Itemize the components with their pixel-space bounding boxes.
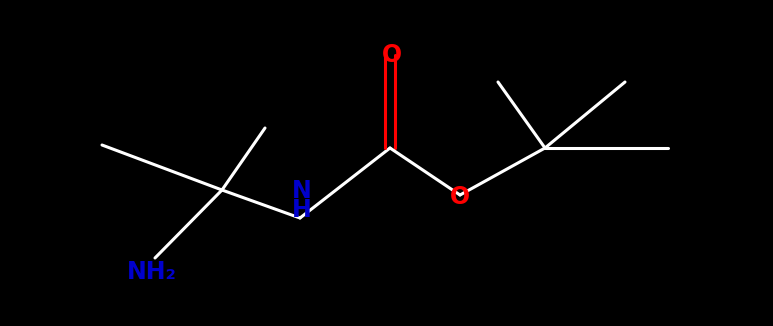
Text: N: N [292,179,312,203]
Text: O: O [382,43,402,67]
Text: O: O [450,185,470,209]
Text: H: H [292,198,312,222]
Text: NH₂: NH₂ [127,260,177,284]
